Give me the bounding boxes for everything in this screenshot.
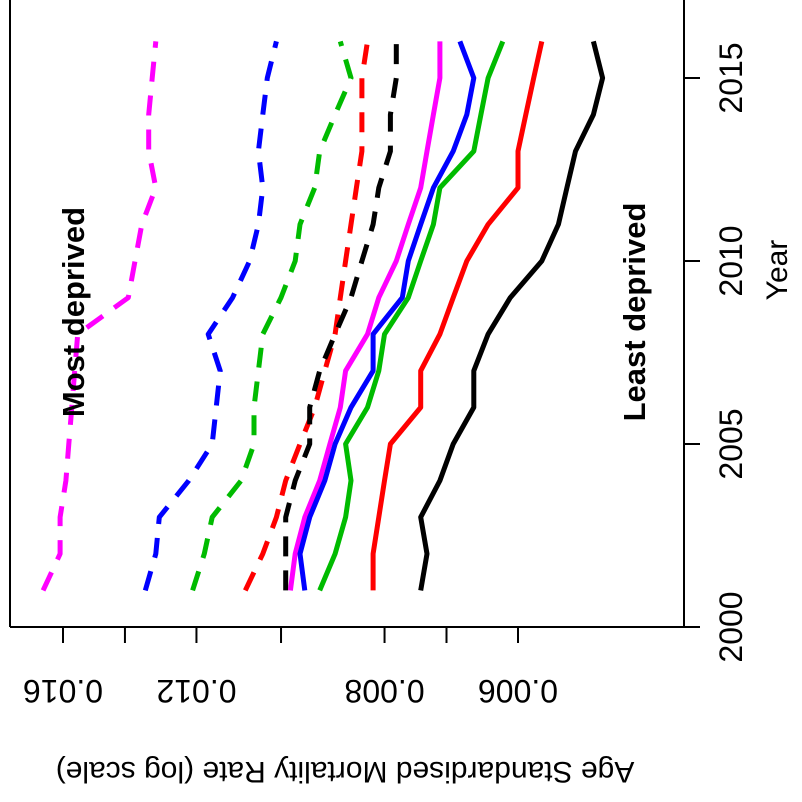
x-tick-label-0: 2000 [713, 591, 749, 662]
axis-layer: 2000 2005 2010 2015 0.006 0.008 0.012 0.016 [23, 42, 749, 709]
solid-series-line-5 [287, 41, 443, 591]
y-axis-title: Age Standardised Mortality Rate (log sca… [56, 755, 635, 788]
dashed-series-line-0 [40, 41, 159, 592]
x-tick-label-3: 2015 [713, 42, 749, 113]
y-tick-label-2: 0.012 [156, 673, 236, 709]
x-tick-label-1: 2005 [713, 408, 749, 479]
solid-series-line-6 [297, 40, 477, 591]
x-tick-label-2: 2010 [713, 225, 749, 296]
x-axis-title: Year [761, 240, 794, 301]
solid-series-line-9 [418, 40, 606, 591]
dashed-series-line-3 [243, 41, 370, 592]
series-layer [40, 40, 606, 592]
dashed-series-line-2 [190, 40, 354, 592]
y-tick-label-0: 0.006 [478, 673, 558, 709]
y-tick-label-3: 0.016 [23, 673, 103, 709]
annotation-least-deprived: Least deprived [617, 203, 652, 422]
annotation-most-deprived: Most deprived [56, 207, 91, 417]
solid-series-line-7 [317, 40, 506, 592]
dashed-series-line-4 [283, 41, 399, 591]
dashed-series-line-1 [142, 40, 279, 592]
solid-series-line-8 [370, 40, 545, 591]
y-tick-label-1: 0.008 [345, 673, 425, 709]
